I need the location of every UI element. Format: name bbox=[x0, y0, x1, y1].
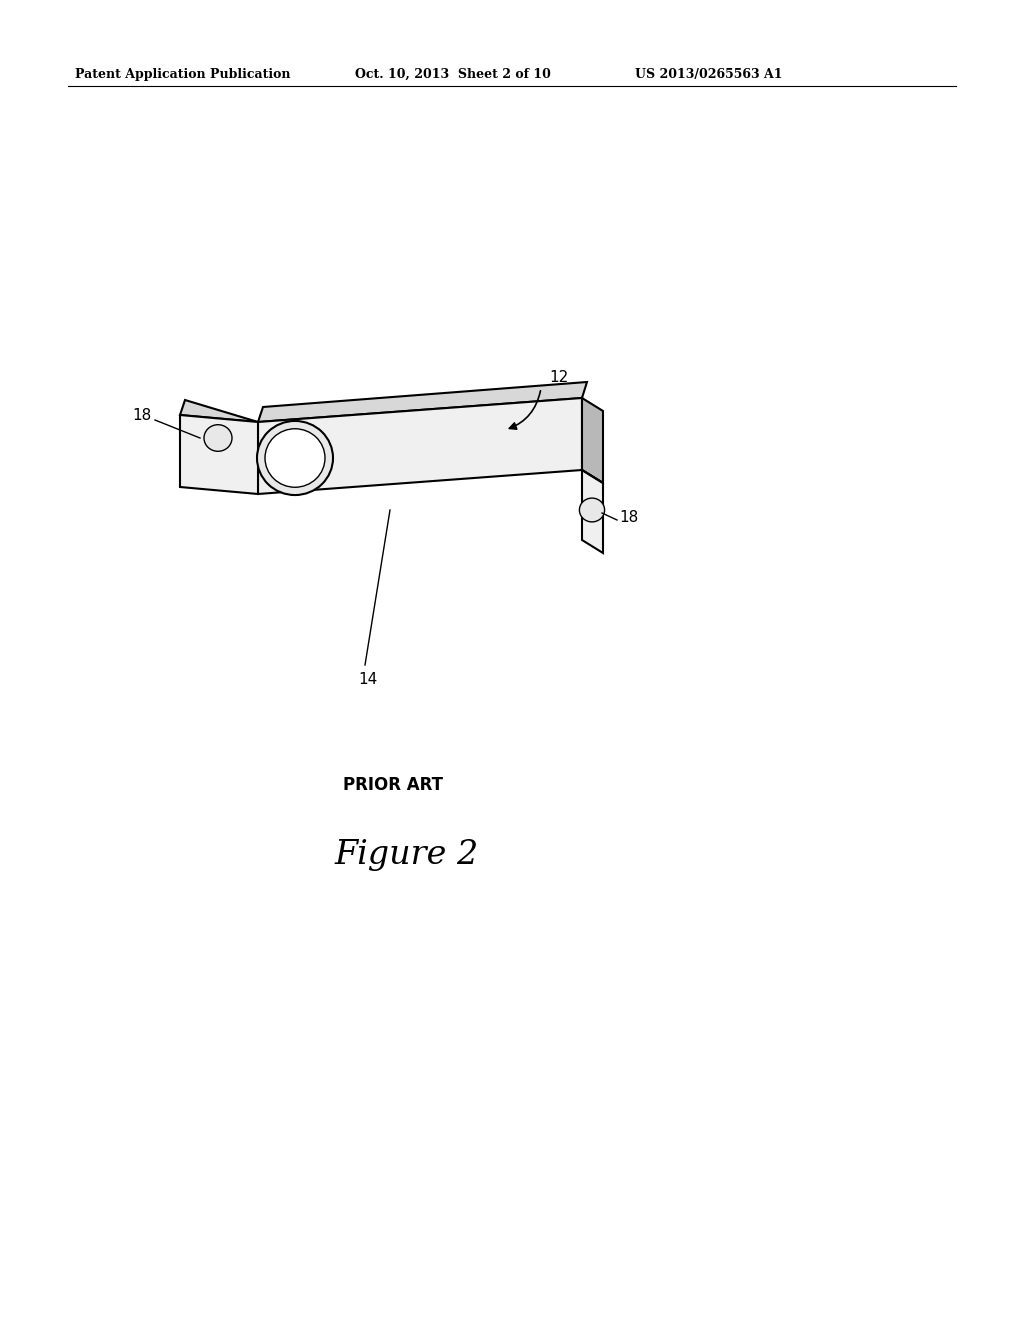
Text: 18: 18 bbox=[618, 511, 638, 525]
Ellipse shape bbox=[265, 429, 325, 487]
Polygon shape bbox=[582, 399, 603, 483]
Text: 18: 18 bbox=[133, 408, 152, 422]
Polygon shape bbox=[258, 399, 582, 494]
Polygon shape bbox=[258, 381, 587, 422]
Text: PRIOR ART: PRIOR ART bbox=[343, 776, 443, 795]
Ellipse shape bbox=[257, 421, 333, 495]
Text: Oct. 10, 2013  Sheet 2 of 10: Oct. 10, 2013 Sheet 2 of 10 bbox=[355, 69, 551, 81]
Polygon shape bbox=[180, 400, 258, 422]
FancyArrowPatch shape bbox=[509, 391, 541, 429]
Ellipse shape bbox=[580, 498, 604, 521]
Text: Patent Application Publication: Patent Application Publication bbox=[75, 69, 291, 81]
Polygon shape bbox=[180, 414, 258, 494]
Polygon shape bbox=[582, 470, 603, 483]
Text: 14: 14 bbox=[358, 672, 377, 686]
Ellipse shape bbox=[204, 425, 232, 451]
Text: US 2013/0265563 A1: US 2013/0265563 A1 bbox=[635, 69, 782, 81]
Text: 12: 12 bbox=[549, 370, 568, 385]
Polygon shape bbox=[582, 470, 603, 553]
Text: Figure 2: Figure 2 bbox=[335, 840, 479, 871]
